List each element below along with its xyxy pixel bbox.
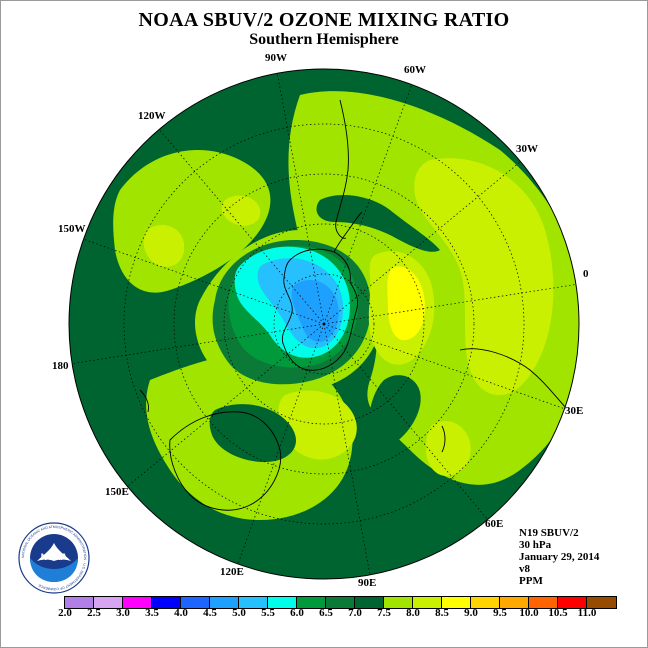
field-band-7.0-dip-se	[368, 375, 421, 447]
colorbar-tick-label: 2.5	[87, 607, 101, 619]
field-band-8.0-east	[414, 158, 554, 396]
lon-label-0: 0	[583, 268, 589, 280]
coastline-antarctic-peninsula	[333, 211, 363, 253]
colorbar-tick-label: 10.5	[548, 607, 568, 619]
lon-label-90e: 90E	[358, 577, 377, 589]
colorbar-cell	[558, 597, 587, 608]
colorbar-cell	[65, 597, 94, 608]
colorbar-cell	[529, 597, 558, 608]
colorbar-cell	[587, 597, 616, 608]
colorbar-cell	[500, 597, 529, 608]
colorbar-tick-label: 8.0	[406, 607, 420, 619]
colorbar-cell	[413, 597, 442, 608]
lon-label-120w: 120W	[138, 110, 166, 122]
field-band-8.5	[387, 266, 426, 341]
field-band-8.0-n	[221, 195, 261, 226]
colorbar-tick-label: 4.0	[174, 607, 188, 619]
colorbar-tick-label: 6.0	[290, 607, 304, 619]
field-band-8.0-south	[278, 390, 357, 460]
colorbar-tick-label: 10.0	[519, 607, 539, 619]
colorbar-tick-label: 4.5	[203, 607, 217, 619]
colorbar-tick-label: 9.0	[464, 607, 478, 619]
coastline-antarctica	[281, 248, 359, 371]
noaa-logo: NOAA NATIONAL OCEANIC AND ATMOSPHERIC AD…	[18, 522, 90, 594]
map-title: NOAA SBUV/2 OZONE MIXING RATIO	[138, 9, 510, 31]
field-band-7.0-dip-n	[316, 195, 440, 252]
lon-label-90w: 90W	[265, 52, 287, 64]
lon-label-150e: 150E	[105, 486, 129, 498]
field-band-7.0-dip-s	[209, 404, 296, 462]
colorbar-tick-label: 6.5	[319, 607, 333, 619]
colorbar-cell	[355, 597, 384, 608]
colorbar-cell	[471, 597, 500, 608]
lon-label-30e: 30E	[565, 405, 584, 417]
lon-label-60e: 60E	[485, 518, 504, 530]
lon-label-30w: 30W	[516, 143, 538, 155]
field-band-8.0-sw	[425, 421, 471, 477]
info-date: January 29, 2014	[519, 551, 600, 563]
colorbar-tick-label: 11.0	[577, 607, 597, 619]
coastline-south-america	[335, 99, 349, 239]
map-subtitle: Southern Hemisphere	[249, 31, 399, 48]
info-level: 30 hPa	[519, 539, 552, 551]
colorbar-cell	[181, 597, 210, 608]
field-band-8.0-nw	[143, 224, 185, 267]
colorbar-cell	[268, 597, 297, 608]
lon-label-150w: 150W	[58, 223, 86, 235]
colorbar-cell	[442, 597, 471, 608]
colorbar-tick-label: 3.5	[145, 607, 159, 619]
colorbar-tick-label: 2.0	[58, 607, 72, 619]
field-band-4.5	[291, 279, 339, 343]
lon-label-180: 180	[52, 360, 69, 372]
colorbar-tick-label: 3.0	[116, 607, 130, 619]
colorbar-cell	[326, 597, 355, 608]
info-block: N19 SBUV/2 30 hPa January 29, 2014 v8 PP…	[519, 527, 599, 587]
noaa-logo-text: NOAA	[41, 552, 68, 562]
colorbar-tick-label: 8.5	[435, 607, 449, 619]
colorbar-cell	[297, 597, 326, 608]
colorbar-cell	[210, 597, 239, 608]
colorbar-tick-label: 7.5	[377, 607, 391, 619]
coastline-africa	[459, 348, 569, 411]
colorbar-tick-label: 7.0	[348, 607, 362, 619]
colorbar-tick-label: 5.5	[261, 607, 275, 619]
info-satellite: N19 SBUV/2	[519, 527, 579, 539]
colorbar-tick-label: 5.0	[232, 607, 246, 619]
colorbar-cell	[384, 597, 413, 608]
info-units: PPM	[519, 575, 543, 587]
colorbar-cell	[239, 597, 268, 608]
colorbar	[64, 596, 617, 609]
colorbar-tick-label: 9.5	[493, 607, 507, 619]
map-disk-outline	[68, 68, 580, 580]
colorbar-cell	[94, 597, 123, 608]
coastline-madagascar	[441, 425, 446, 453]
coastline-new-zealand	[139, 389, 149, 413]
info-version: v8	[519, 563, 530, 575]
lon-label-60w: 60W	[404, 64, 426, 76]
coastline-australia	[169, 411, 282, 511]
colorbar-cell	[152, 597, 181, 608]
lon-label-120e: 120E	[220, 566, 244, 578]
colorbar-cell	[123, 597, 152, 608]
